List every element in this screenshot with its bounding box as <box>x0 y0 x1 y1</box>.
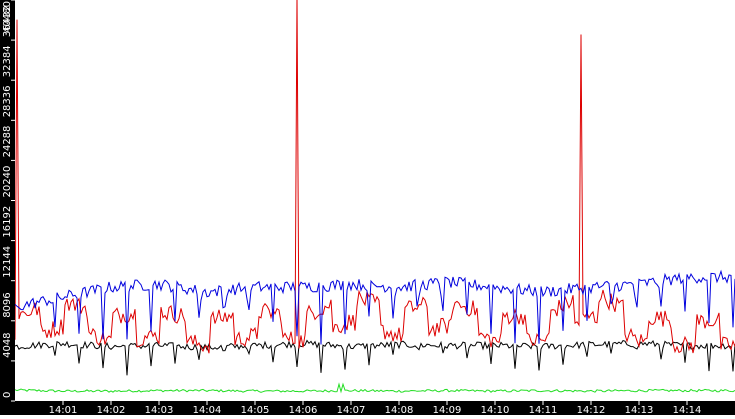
x-tick-label: 14:05 <box>241 405 270 415</box>
y-tick-label: 20240 <box>2 166 13 198</box>
x-axis: 14:01 14:02 14:03 14:04 14:05 14:06 14:07 14:08… <box>49 401 702 416</box>
y-tick-label: 0 <box>2 392 13 398</box>
x-axis-bar <box>0 401 735 415</box>
y-tick-label: 16192 <box>2 206 13 238</box>
x-tick-label: 14:13 <box>625 405 654 415</box>
x-tick-label: 14:06 <box>289 405 318 415</box>
series-black-line <box>14 339 735 376</box>
x-tick-label: 14:09 <box>433 405 462 415</box>
y-tick-label: 24288 <box>2 126 13 158</box>
y-tick-label: 4048 <box>2 332 13 357</box>
series-blue-line <box>14 269 735 345</box>
y-axis: 0 4048 8096 12144 16192 20240 24288 28336 32384 3… <box>2 0 15 402</box>
x-tick-label: 14:08 <box>385 405 414 415</box>
x-tick-label: 14:12 <box>577 405 606 415</box>
x-tick-label: 14:03 <box>145 405 174 415</box>
y-tick-label: 8096 <box>2 292 13 317</box>
y-axis-bar <box>0 0 15 415</box>
x-tick-label: 14:10 <box>481 405 510 415</box>
x-tick-label: 14:07 <box>337 405 366 415</box>
x-tick-label: 14:14 <box>673 405 702 415</box>
series-red-line <box>14 0 735 354</box>
y-tick-label: 12144 <box>2 246 13 278</box>
series-green-line <box>14 382 735 394</box>
x-tick-label: 14:11 <box>529 405 558 415</box>
y-tick-label: 32384 <box>2 45 13 77</box>
x-tick-label: 14:04 <box>193 405 222 415</box>
y-tick-label: 36432 <box>2 5 13 37</box>
series-layer <box>14 0 735 394</box>
y-tick-label: 28336 <box>2 85 13 117</box>
x-tick-label: 14:02 <box>97 405 126 415</box>
y-tick-label: 40480 <box>2 1 13 33</box>
x-tick-label: 14:01 <box>49 405 78 415</box>
